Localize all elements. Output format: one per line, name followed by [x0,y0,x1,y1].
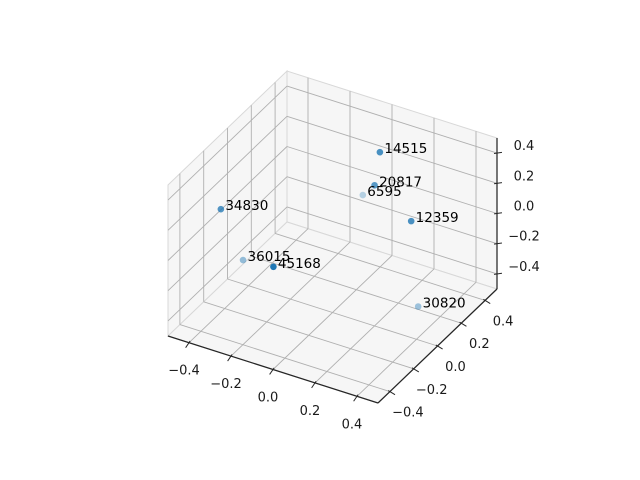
z-tick-label: 0.0 [514,200,535,215]
y-tick [483,298,491,304]
grid-line-z [286,115,498,184]
scatter-point [239,256,247,264]
x-tick-label: 0.2 [300,404,321,419]
grid-line-z [286,206,498,275]
z-tick-label: −0.4 [508,260,540,275]
grid-line-y [179,324,391,393]
point-label: 30820 [423,296,466,312]
scatter-point [414,303,422,310]
x-tick-label: 0.0 [258,391,279,406]
scatter-point [407,217,415,225]
scatter-points [217,148,422,310]
point-label: 45168 [278,256,321,272]
grid-line-y [251,255,462,324]
y-tick [459,321,467,327]
scatter-point [359,191,367,199]
y-tick-label: 0.0 [445,360,466,375]
y-tick-label: 0.2 [469,337,490,352]
grid-line-z [286,146,498,214]
point-label: 6595 [367,184,401,200]
grid-lines [167,77,498,397]
x-tick [353,394,359,402]
tick-labels: −0.4−0.20.00.20.4−0.4−0.20.00.20.4−0.4−0… [168,139,540,432]
z-tick [493,212,503,215]
point-label: 12359 [416,210,459,226]
x-tick [185,340,191,348]
scatter-point [217,205,225,213]
scatter-point [371,181,378,189]
x-tick [311,380,317,389]
point-label: 34830 [225,198,268,214]
z-tick [493,272,503,275]
x-tick [269,367,275,375]
z-tick [493,182,503,185]
z-tick-label: 0.4 [514,139,535,154]
y-tick [435,344,443,350]
y-tick-label: −0.4 [392,406,424,421]
grid-line-y [227,278,438,347]
point-label: 36015 [248,249,291,265]
grid-line-y [274,232,486,301]
x-tick-label: 0.4 [342,417,363,432]
grid-line-z [167,176,288,292]
x-tick-label: −0.4 [168,364,200,379]
tick-marks [185,151,503,402]
point-label: 20817 [379,174,422,190]
z-tick [493,242,503,245]
z-tick-label: 0.2 [514,169,535,184]
point-label: 14515 [384,141,427,157]
y-tick-label: 0.4 [493,314,514,329]
grid-line-z [167,146,288,261]
scatter-point [270,263,277,271]
x-tick-label: −0.2 [210,377,242,392]
grid-line-z [167,115,288,231]
x-tick [227,354,233,362]
y-tick [411,367,420,373]
grid-line-y [203,301,414,370]
point-labels: 6595 30820 36015 20817 34830 12359 14515 45168 [225,141,465,311]
z-tick-label: −0.2 [508,230,540,245]
grid-line-z [286,176,498,245]
scatter-point [376,148,384,156]
z-tick [493,151,503,155]
grid-line-z [167,85,288,201]
y-tick [387,390,396,396]
y-tick-label: −0.2 [416,383,448,398]
grid-line-z [167,206,288,322]
grid-line-z [286,85,498,154]
